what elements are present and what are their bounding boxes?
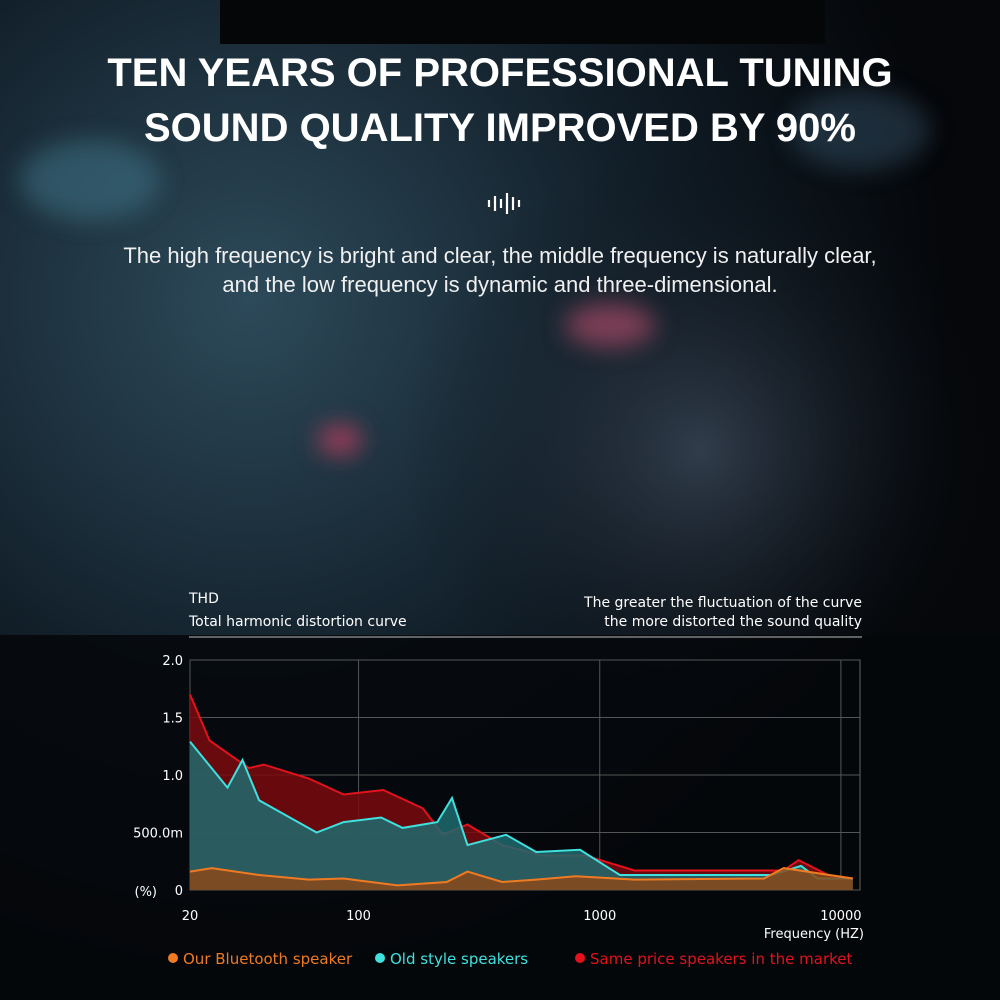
area: [190, 868, 853, 890]
chart-subtitle: Total harmonic distortion curve: [188, 614, 407, 630]
legend-marker: [168, 953, 178, 963]
area: [190, 741, 853, 890]
x-axis-label: Frequency (HZ): [764, 927, 864, 942]
chart-note: the more distorted the sound quality: [604, 614, 862, 630]
subtitle: and the low frequency is dynamic and thr…: [222, 272, 777, 297]
chart-note: The greater the fluctuation of the curve: [583, 595, 862, 611]
x-tick-label: 20: [182, 909, 199, 924]
y-tick-label: 0: [175, 884, 183, 899]
legend-label: Our Bluetooth speaker: [183, 950, 353, 968]
subtitle: The high frequency is bright and clear, …: [123, 243, 876, 268]
x-tick-label: 100: [346, 909, 371, 924]
y-tick-label: 500.0m: [133, 827, 183, 842]
lower-shade: [0, 635, 1000, 1000]
legend-label: Old style speakers: [390, 950, 528, 968]
y-tick-label: 1.0: [162, 769, 183, 784]
bokeh: [20, 90, 930, 455]
top-band: [220, 0, 825, 44]
y-tick-label: 2.0: [162, 654, 183, 669]
headline: TEN YEARS OF PROFESSIONAL TUNING: [107, 51, 892, 95]
y-axis-label: (%): [135, 885, 158, 900]
x-tick-label: 10000: [820, 909, 861, 924]
y-tick-label: 1.5: [162, 712, 183, 727]
headline: SOUND QUALITY IMPROVED BY 90%: [144, 106, 856, 150]
legend-marker: [375, 953, 385, 963]
line: [189, 867, 853, 887]
legend-label: Same price speakers in the market: [590, 950, 852, 968]
chart-title: THD: [188, 591, 219, 607]
x-tick-label: 1000: [583, 909, 616, 924]
sound-icon: [487, 193, 521, 214]
legend-marker: [575, 953, 585, 963]
